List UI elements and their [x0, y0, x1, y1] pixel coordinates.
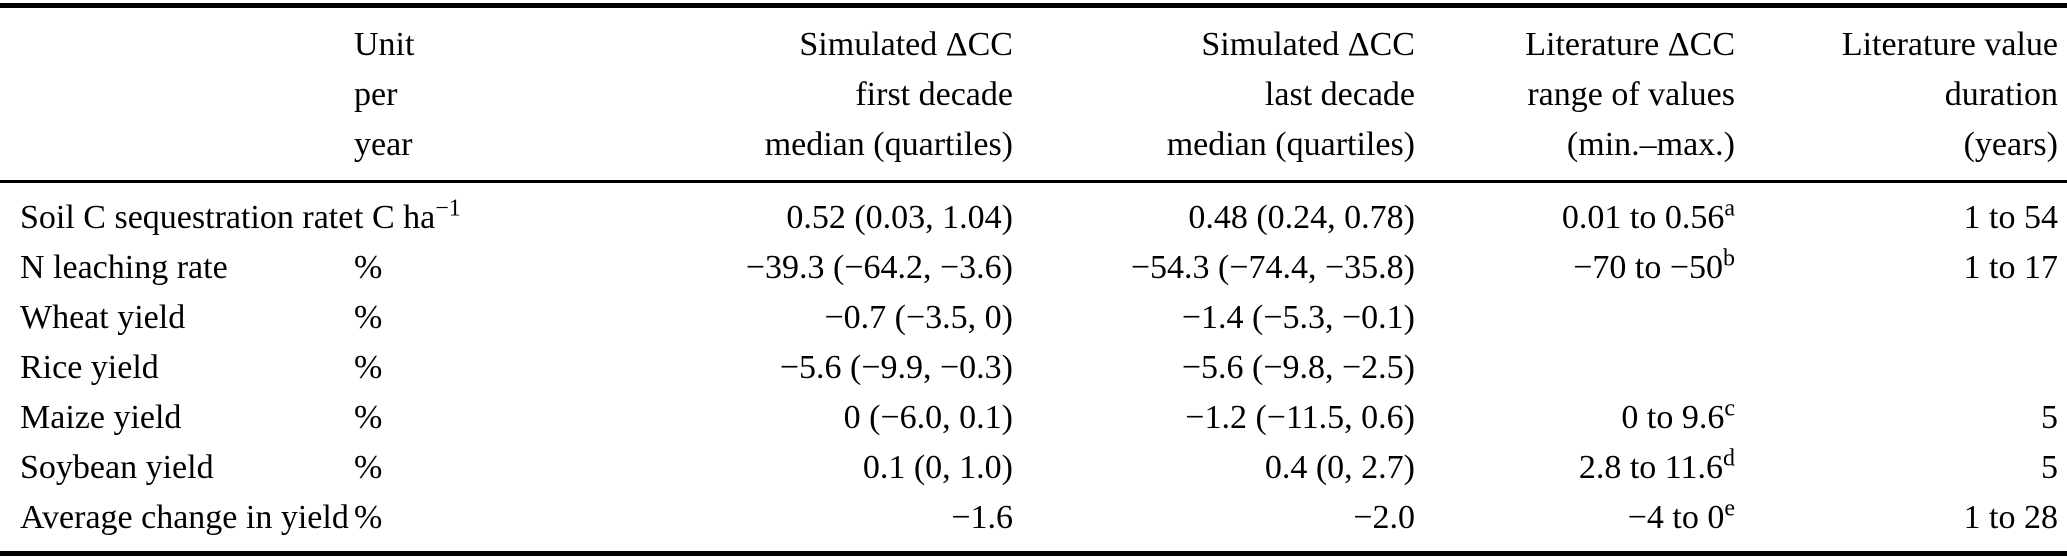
- literature-range-cell: −4 to 0e: [1415, 493, 1735, 554]
- header-row-label: [0, 5, 354, 183]
- duration-cell: 1 to 54: [1963, 199, 2058, 236]
- header-line: range of values: [1527, 76, 1735, 113]
- footnote-marker: c: [1724, 395, 1735, 422]
- header-line: first decade: [855, 76, 1013, 113]
- header-line: (years): [1963, 126, 2058, 163]
- row-label-cell: Average change in yield: [20, 499, 349, 536]
- duration-cell: 5: [2041, 449, 2058, 486]
- last-decade-cell: −5.6 (−9.8, −2.5): [1181, 349, 1415, 386]
- unit-text: t C ha: [354, 199, 436, 236]
- header-line: duration: [1944, 76, 2058, 113]
- results-table: Unit per year Simulated ΔCC first decade…: [0, 3, 2067, 556]
- header-literature-duration: Literature value duration (years): [1735, 5, 2067, 183]
- unit-text: %: [354, 349, 383, 386]
- footnote-marker: d: [1723, 445, 1735, 472]
- row-label-cell: Soybean yield: [20, 449, 214, 486]
- header-line: Unit: [354, 26, 415, 63]
- duration-cell: [1735, 293, 2067, 343]
- header-line: Literature ΔCC: [1525, 26, 1735, 63]
- literature-range-cell: 0 to 9.6c: [1415, 393, 1735, 443]
- last-decade-cell: 0.48 (0.24, 0.78): [1188, 199, 1415, 236]
- header-literature-range: Literature ΔCC range of values (min.–max…: [1415, 5, 1735, 183]
- table-row: N leaching rate % −39.3 (−64.2, −3.6) −5…: [0, 243, 2067, 293]
- unit-text: %: [354, 499, 383, 536]
- first-decade-cell: −0.7 (−3.5, 0): [824, 299, 1014, 336]
- unit-cell: %: [354, 443, 514, 493]
- table-row: Wheat yield % −0.7 (−3.5, 0) −1.4 (−5.3,…: [0, 293, 2067, 343]
- header-line: Simulated ΔCC: [799, 26, 1013, 63]
- footnote-marker: a: [1724, 195, 1735, 222]
- header-line: last decade: [1264, 76, 1415, 113]
- literature-range-text: −70 to −50: [1573, 249, 1723, 286]
- unit-text: %: [354, 249, 383, 286]
- row-label-cell: Wheat yield: [20, 299, 186, 336]
- literature-range-text: −4 to 0: [1627, 499, 1725, 536]
- header-unit: Unit per year: [354, 5, 514, 183]
- header-line: year: [354, 126, 413, 163]
- table-row: Maize yield % 0 (−6.0, 0.1) −1.2 (−11.5,…: [0, 393, 2067, 443]
- header-row: Unit per year Simulated ΔCC first decade…: [0, 5, 2067, 183]
- row-label-cell: Soil C sequestration rate: [20, 199, 354, 236]
- literature-range-cell: −70 to −50b: [1415, 243, 1735, 293]
- header-line: Simulated ΔCC: [1201, 26, 1415, 63]
- first-decade-cell: 0.52 (0.03, 1.04): [786, 199, 1013, 236]
- table-row: Rice yield % −5.6 (−9.9, −0.3) −5.6 (−9.…: [0, 343, 2067, 393]
- first-decade-cell: −1.6: [951, 499, 1013, 536]
- unit-cell: %: [354, 393, 514, 443]
- header-last-decade: Simulated ΔCC last decade median (quarti…: [1013, 5, 1415, 183]
- unit-exponent: −1: [435, 195, 461, 222]
- unit-text: %: [354, 399, 383, 436]
- duration-cell: 1 to 17: [1963, 249, 2058, 286]
- literature-range-cell: 2.8 to 11.6d: [1415, 443, 1735, 493]
- row-label-cell: N leaching rate: [20, 249, 228, 286]
- last-decade-cell: −2.0: [1353, 499, 1415, 536]
- table-row: Soybean yield % 0.1 (0, 1.0) 0.4 (0, 2.7…: [0, 443, 2067, 493]
- last-decade-cell: −1.4 (−5.3, −0.1): [1181, 299, 1415, 336]
- header-line: median (quartiles): [1166, 126, 1415, 163]
- first-decade-cell: −39.3 (−64.2, −3.6): [745, 249, 1013, 286]
- table-row: Average change in yield % −1.6 −2.0 −4 t…: [0, 493, 2067, 554]
- footnote-marker: b: [1723, 245, 1735, 272]
- unit-cell: t C ha−1: [354, 182, 514, 244]
- unit-text: %: [354, 299, 383, 336]
- duration-cell: [1735, 343, 2067, 393]
- literature-range-cell: 0.01 to 0.56a: [1415, 182, 1735, 244]
- first-decade-cell: −5.6 (−9.9, −0.3): [779, 349, 1013, 386]
- footnote-marker: e: [1724, 495, 1735, 522]
- last-decade-cell: −54.3 (−74.4, −35.8): [1130, 249, 1415, 286]
- last-decade-cell: −1.2 (−11.5, 0.6): [1185, 399, 1415, 436]
- first-decade-cell: 0.1 (0, 1.0): [862, 449, 1013, 486]
- unit-text: %: [354, 449, 383, 486]
- first-decade-cell: 0 (−6.0, 0.1): [843, 399, 1013, 436]
- header-line: per: [354, 76, 398, 113]
- row-label-cell: Maize yield: [20, 399, 182, 436]
- header-line: Literature value: [1841, 26, 2058, 63]
- unit-cell: %: [354, 493, 514, 554]
- literature-range-cell: [1415, 293, 1735, 343]
- duration-cell: 1 to 28: [1963, 499, 2058, 536]
- row-label-cell: Rice yield: [20, 349, 159, 386]
- header-line: (min.–max.): [1566, 126, 1735, 163]
- literature-range-text: 0 to 9.6: [1621, 399, 1725, 436]
- literature-range-text: 0.01 to 0.56: [1561, 199, 1725, 236]
- header-first-decade: Simulated ΔCC first decade median (quart…: [514, 5, 1013, 183]
- duration-cell: 5: [2041, 399, 2058, 436]
- last-decade-cell: 0.4 (0, 2.7): [1264, 449, 1415, 486]
- table-header: Unit per year Simulated ΔCC first decade…: [0, 5, 2067, 183]
- literature-range-cell: [1415, 343, 1735, 393]
- unit-cell: %: [354, 243, 514, 293]
- table-body: Soil C sequestration rate t C ha−1 0.52 …: [0, 182, 2067, 554]
- table-row: Soil C sequestration rate t C ha−1 0.52 …: [0, 182, 2067, 244]
- literature-range-text: 2.8 to 11.6: [1578, 449, 1723, 486]
- header-line: median (quartiles): [764, 126, 1013, 163]
- unit-cell: %: [354, 343, 514, 393]
- unit-cell: %: [354, 293, 514, 343]
